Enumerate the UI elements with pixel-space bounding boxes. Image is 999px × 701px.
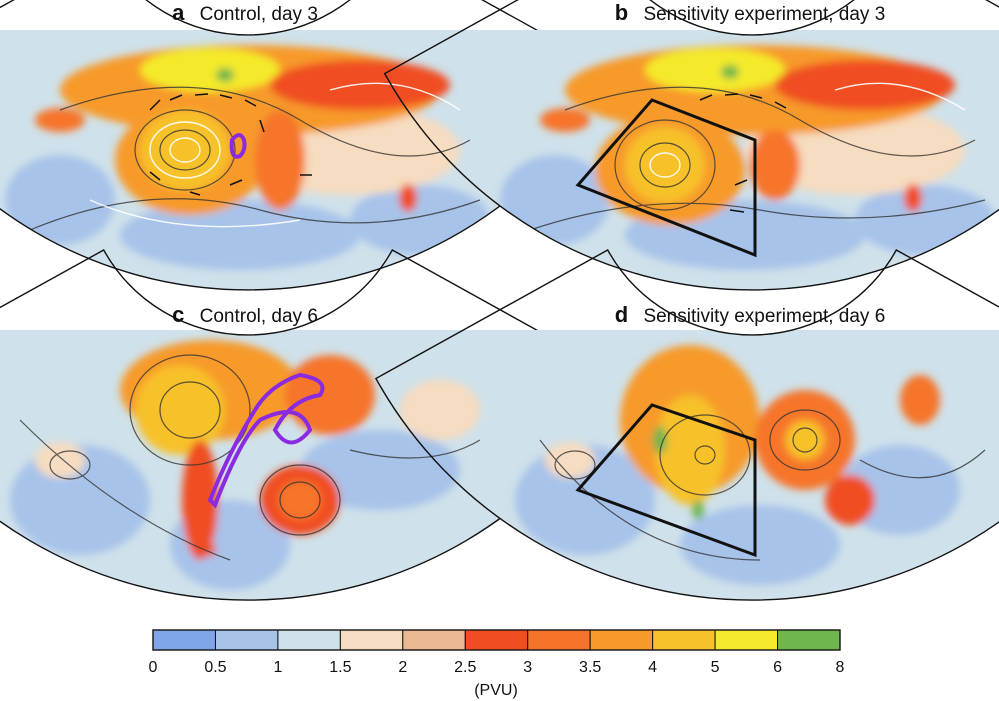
colorbar-cell	[714, 629, 779, 651]
geopotential-contours	[529, 86, 986, 231]
colorbar-cell	[152, 629, 216, 651]
panel-a-title-text: Control, day 3	[200, 4, 318, 25]
colorbar-tick-label: 8	[836, 659, 845, 676]
colorbar-tick-label: 4	[648, 659, 657, 676]
colorbar-cell	[339, 629, 404, 651]
colorbar-tick-label: 2.5	[454, 659, 476, 676]
sensitivity-region-box	[575, 98, 757, 258]
colorbar-tick-label: 2	[398, 659, 407, 676]
temperature-contours	[649, 82, 966, 178]
colorbar-tick-labels: 0 0.5 1 1.5 2 2.5 3 3.5 4 5 6 8	[149, 659, 845, 676]
panel-d-title: d Sensitivity experiment, day 6	[615, 302, 886, 327]
colorbar-cell	[464, 629, 529, 651]
highlight-outline	[207, 372, 325, 509]
colorbar-border	[152, 629, 841, 651]
panel-c-title: c Control, day 6	[172, 302, 318, 327]
colorbar-cells	[152, 629, 841, 651]
colorbar-tick-label: 3.5	[579, 659, 601, 676]
colorbar-cell	[652, 629, 716, 651]
panel-d-map	[374, 249, 999, 601]
temperature-contours	[89, 82, 461, 228]
colorbar-tick-label: 6	[773, 659, 782, 676]
geopotential-contours	[19, 354, 481, 561]
panel-d-title-text: Sensitivity experiment, day 6	[643, 306, 885, 327]
geopotential-contours	[539, 409, 986, 561]
panel-c-letter: c	[172, 302, 184, 327]
colorbar: 0 0.5 1 1.5 2 2.5 3 3.5 4 5 6 8 (PVU)	[149, 629, 845, 699]
panel-d-frame	[374, 249, 999, 601]
wind-vectors	[699, 93, 787, 213]
panel-a-title: a Control, day 3	[172, 0, 318, 25]
pv-field	[5, 45, 490, 270]
colorbar-cell	[777, 629, 841, 651]
colorbar-cell	[527, 629, 591, 651]
colorbar-tick-label: 0	[149, 659, 158, 676]
colorbar-cell	[402, 629, 466, 651]
colorbar-cell	[277, 629, 341, 651]
panel-b-frame	[383, 0, 999, 291]
panel-d-letter: d	[615, 302, 628, 327]
colorbar-cell	[214, 629, 279, 651]
panel-c-map	[0, 249, 626, 601]
panel-a-map	[0, 0, 617, 291]
colorbar-tick-label: 1.5	[329, 659, 351, 676]
geopotential-contours	[29, 86, 481, 231]
colorbar-cell	[589, 629, 654, 651]
pv-field	[10, 340, 480, 590]
panel-b-title-text: Sensitivity experiment, day 3	[643, 4, 885, 25]
panel-c-title-text: Control, day 6	[200, 306, 318, 327]
sensitivity-region-box	[575, 403, 757, 558]
colorbar-tick-label: 1	[273, 659, 282, 676]
colorbar-tick-label: 5	[711, 659, 720, 676]
colorbar-tick-label: 3	[523, 659, 532, 676]
wind-vectors	[149, 93, 312, 196]
pv-field	[500, 45, 995, 270]
panel-b-title: b Sensitivity experiment, day 3	[615, 0, 886, 25]
highlight-outline	[229, 133, 247, 159]
colorbar-unit-label: (PVU)	[474, 682, 518, 699]
colorbar-tick-label: 0.5	[204, 659, 226, 676]
panel-b-map	[383, 0, 999, 291]
panel-b-letter: b	[615, 0, 628, 25]
